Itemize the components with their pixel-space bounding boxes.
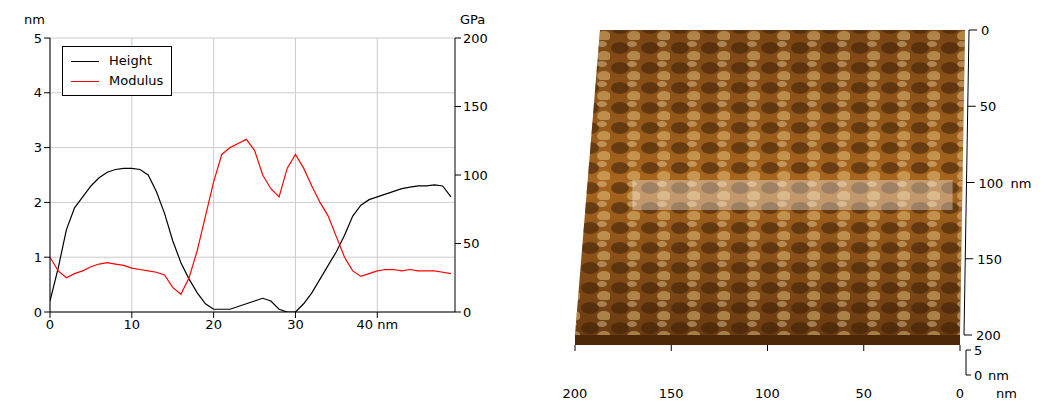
svg-text:nm: nm: [996, 386, 1017, 401]
svg-text:5: 5: [34, 31, 42, 46]
svg-text:50: 50: [855, 386, 872, 401]
svg-text:100: 100: [755, 386, 780, 401]
svg-text:0: 0: [956, 386, 964, 401]
svg-text:0: 0: [46, 317, 54, 332]
svg-text:200: 200: [563, 386, 588, 401]
svg-text:30: 30: [287, 317, 304, 332]
html-text:Height: Height: [109, 53, 152, 68]
svg-text:50: 50: [980, 99, 997, 114]
svg-text:150: 150: [463, 99, 488, 114]
svg-text:nm: nm: [988, 368, 1009, 383]
svg-text:10: 10: [124, 317, 141, 332]
svg-text:100: 100: [463, 168, 488, 183]
svg-text:1: 1: [34, 250, 42, 265]
html-text:Modulus: Modulus: [109, 73, 164, 88]
svg-text:50: 50: [463, 236, 480, 251]
svg-text:nm: nm: [1011, 176, 1032, 191]
html-text:nm: nm: [24, 12, 45, 27]
svg-text:100: 100: [979, 176, 1004, 191]
svg-text:0: 0: [463, 305, 471, 320]
svg-text:200: 200: [976, 328, 1001, 343]
svg-text:150: 150: [977, 252, 1002, 267]
svg-text:0: 0: [34, 305, 42, 320]
svg-text:5: 5: [974, 343, 982, 358]
html-text:GPa: GPa: [460, 12, 486, 27]
svg-text:3: 3: [34, 140, 42, 155]
svg-text:2: 2: [34, 195, 42, 210]
svg-text:40 nm: 40 nm: [356, 317, 398, 332]
svg-text:0: 0: [974, 368, 982, 383]
svg-text:0: 0: [981, 23, 989, 38]
svg-text:150: 150: [659, 386, 684, 401]
svg-text:20: 20: [205, 317, 222, 332]
svg-text:4: 4: [34, 85, 42, 100]
svg-text:200: 200: [463, 31, 488, 46]
